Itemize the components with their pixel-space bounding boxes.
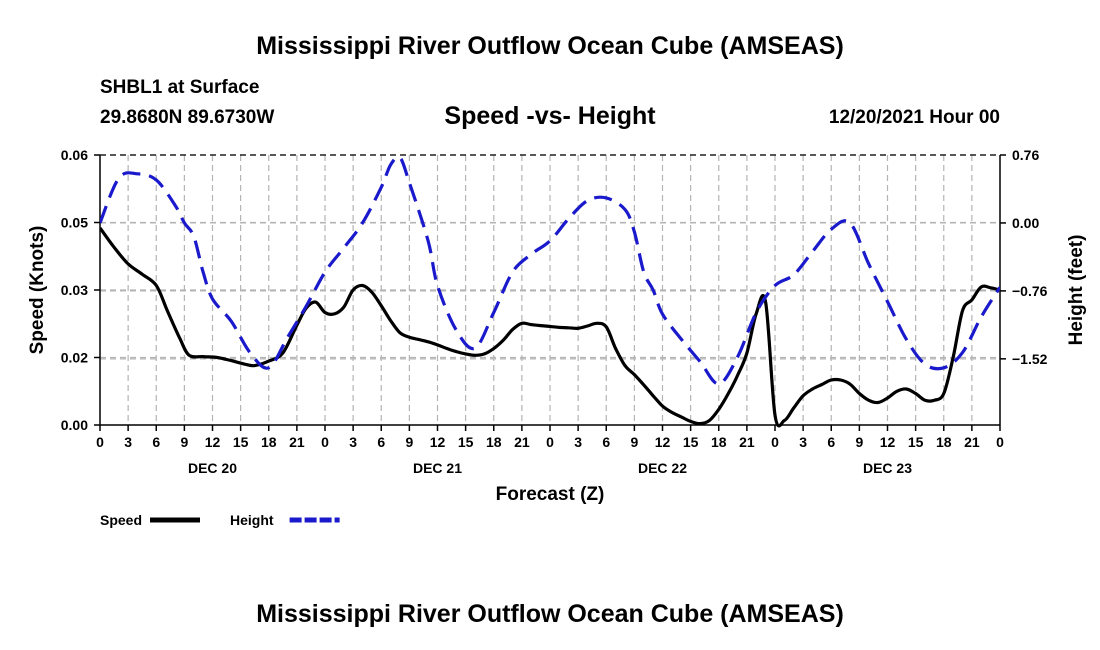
y-tick-label: 0.02 [61, 350, 88, 366]
station-label: SHBL1 at Surface [100, 77, 260, 98]
x-tick-label: 12 [430, 434, 446, 450]
x-tick-label: 0 [996, 434, 1004, 450]
coords-label: 29.8680N 89.6730W [100, 107, 275, 128]
chart-subtitle: Speed -vs- Height [444, 102, 656, 130]
x-tick-label: 21 [514, 434, 530, 450]
x-tick-label: 15 [683, 434, 699, 450]
x-tick-label: 15 [233, 434, 249, 450]
y2-tick-label: −1.52 [1012, 351, 1048, 367]
day-label: DEC 20 [188, 460, 237, 476]
day-label: DEC 23 [863, 460, 912, 476]
x-tick-label: 9 [630, 434, 638, 450]
y-axis-title: Speed (Knots) [27, 226, 48, 355]
x-tick-label: 6 [377, 434, 385, 450]
y2-tick-label: 0.76 [1012, 147, 1039, 163]
labels-layer: 0 3 6 9 12 15 18 21 0 3 6 9 12 15 18 21 0 3 6 9 12 15 18 21 0 3 6 9… [27, 147, 1087, 505]
x-tick-label: 21 [739, 434, 755, 450]
y-tick-label: 0.00 [61, 417, 88, 433]
series-layer [100, 155, 1000, 428]
x-tick-label: 0 [771, 434, 779, 450]
datetime-label: 12/20/2021 Hour 00 [828, 107, 1000, 128]
y-tick-label: 0.03 [61, 282, 88, 298]
x-tick-label: 18 [936, 434, 952, 450]
x-tick-label: 0 [321, 434, 329, 450]
x-tick-label: 12 [655, 434, 671, 450]
x-axis-title: Forecast (Z) [496, 484, 605, 505]
legend-label-height: Height [230, 512, 274, 528]
x-tick-label: 3 [349, 434, 357, 450]
x-tick-label: 15 [908, 434, 924, 450]
x-tick-label: 3 [124, 434, 132, 450]
x-tick-label: 18 [261, 434, 277, 450]
main-title-bottom: Mississippi River Outflow Ocean Cube (AM… [256, 600, 844, 628]
grid-layer [100, 154, 1000, 425]
x-tick-label: 9 [405, 434, 413, 450]
x-tick-label: 3 [574, 434, 582, 450]
legend-label-speed: Speed [100, 512, 142, 528]
x-tick-label: 0 [546, 434, 554, 450]
series-line-height [100, 155, 1000, 386]
y2-tick-label: −0.76 [1012, 283, 1048, 299]
y-tick-label: 0.06 [61, 147, 88, 163]
series-line-speed [100, 226, 1000, 428]
x-tick-label: 9 [180, 434, 188, 450]
x-tick-label: 12 [205, 434, 221, 450]
x-tick-label: 6 [152, 434, 160, 450]
x-tick-label: 21 [289, 434, 305, 450]
x-tick-label: 6 [602, 434, 610, 450]
x-tick-label: 6 [827, 434, 835, 450]
legend-layer: Speed Height [100, 512, 340, 528]
axes-layer [94, 154, 1006, 431]
x-tick-label: 15 [458, 434, 474, 450]
x-tick-label: 21 [964, 434, 980, 450]
day-label: DEC 21 [413, 460, 462, 476]
x-tick-label: 18 [711, 434, 727, 450]
x-tick-label: 0 [96, 434, 104, 450]
y-tick-label: 0.05 [61, 215, 88, 231]
y2-tick-label: 0.00 [1012, 215, 1039, 231]
y2-axis-title: Height (feet) [1066, 235, 1087, 346]
x-tick-label: 3 [799, 434, 807, 450]
main-title-top: Mississippi River Outflow Ocean Cube (AM… [256, 32, 844, 60]
day-label: DEC 22 [638, 460, 687, 476]
x-tick-label: 12 [880, 434, 896, 450]
x-tick-label: 18 [486, 434, 502, 450]
x-tick-label: 9 [855, 434, 863, 450]
